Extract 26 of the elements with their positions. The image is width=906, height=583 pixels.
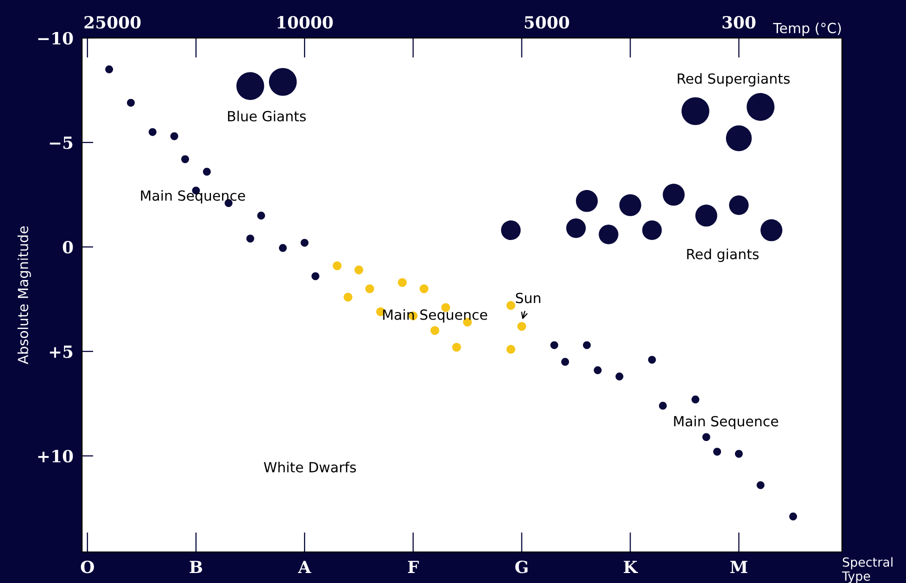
x-tick-label: M — [730, 560, 748, 573]
x-tick-label: F — [408, 560, 419, 573]
annotation: Red giants — [687, 248, 759, 262]
x-tick-label: O — [80, 560, 94, 574]
text: 25000 — [84, 16, 141, 29]
x-tick-label: B — [190, 560, 202, 573]
y-axis-title: Absolute Magnitude — [18, 226, 31, 364]
y-tick-label: +10 — [38, 450, 73, 462]
annotation: Blue Giants — [228, 110, 306, 122]
annotation: Red Supergiants — [678, 73, 790, 87]
annotation: White Dwarfs — [264, 462, 356, 472]
x2-axis-title: Temp (°C) — [773, 22, 841, 36]
x-axis-title: Spectral Type — [842, 557, 892, 583]
annotation: Main Sequence — [141, 190, 246, 204]
y-tick-label: +5 — [50, 346, 72, 358]
annotation: Sun — [516, 292, 540, 304]
y-tick-label: 0 — [62, 240, 73, 254]
x-tick-label: G — [515, 560, 528, 574]
text: 10000 — [278, 16, 333, 29]
text: 300 — [722, 16, 756, 29]
x-tick-label: A — [298, 560, 312, 573]
text: 5000 — [524, 16, 570, 29]
x-tick-label: K — [624, 560, 638, 573]
y-tick-label: −5 — [50, 136, 72, 150]
annotation: Main Sequence — [674, 416, 778, 430]
y-tick-label: −10 — [38, 32, 73, 45]
